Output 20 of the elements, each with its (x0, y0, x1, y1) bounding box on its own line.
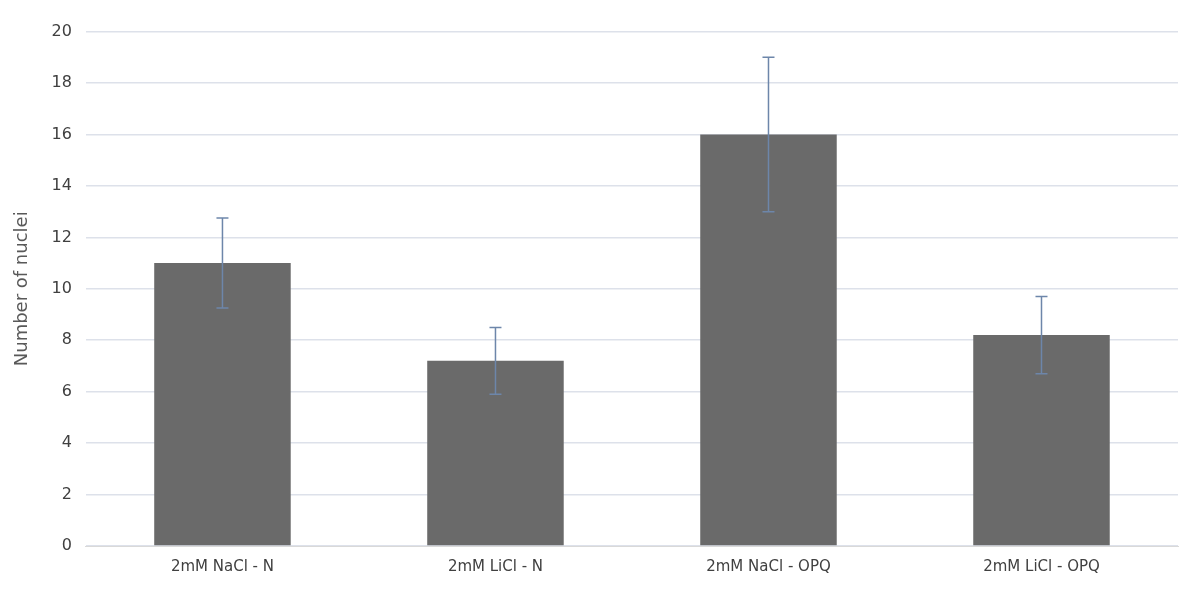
bar (427, 360, 564, 546)
y-tick-label: 16 (51, 123, 72, 143)
y-tick-label: 4 (61, 432, 72, 452)
x-tick-label: 2mM NaCl - N (170, 556, 275, 575)
y-tick-label: 20 (51, 20, 72, 40)
bar (973, 335, 1110, 546)
x-tick-label: 2mM LiCl - N (447, 556, 544, 575)
y-tick-label: 2 (61, 483, 72, 503)
y-tick-label: 12 (51, 226, 72, 246)
y-axis-title: Number of nuclei (10, 211, 32, 367)
x-tick-label: 2mM NaCl - OPQ (706, 556, 831, 575)
y-tick-label: 0 (61, 535, 72, 555)
y-tick-label: 6 (61, 380, 72, 400)
y-tick-label: 10 (51, 277, 72, 297)
y-tick-label: 18 (51, 72, 72, 92)
bar (154, 263, 291, 546)
y-tick-label: 14 (51, 175, 72, 195)
bar (700, 134, 837, 546)
x-tick-label: 2mM LiCl - OPQ (983, 556, 1100, 575)
y-tick-label: 8 (61, 329, 72, 349)
